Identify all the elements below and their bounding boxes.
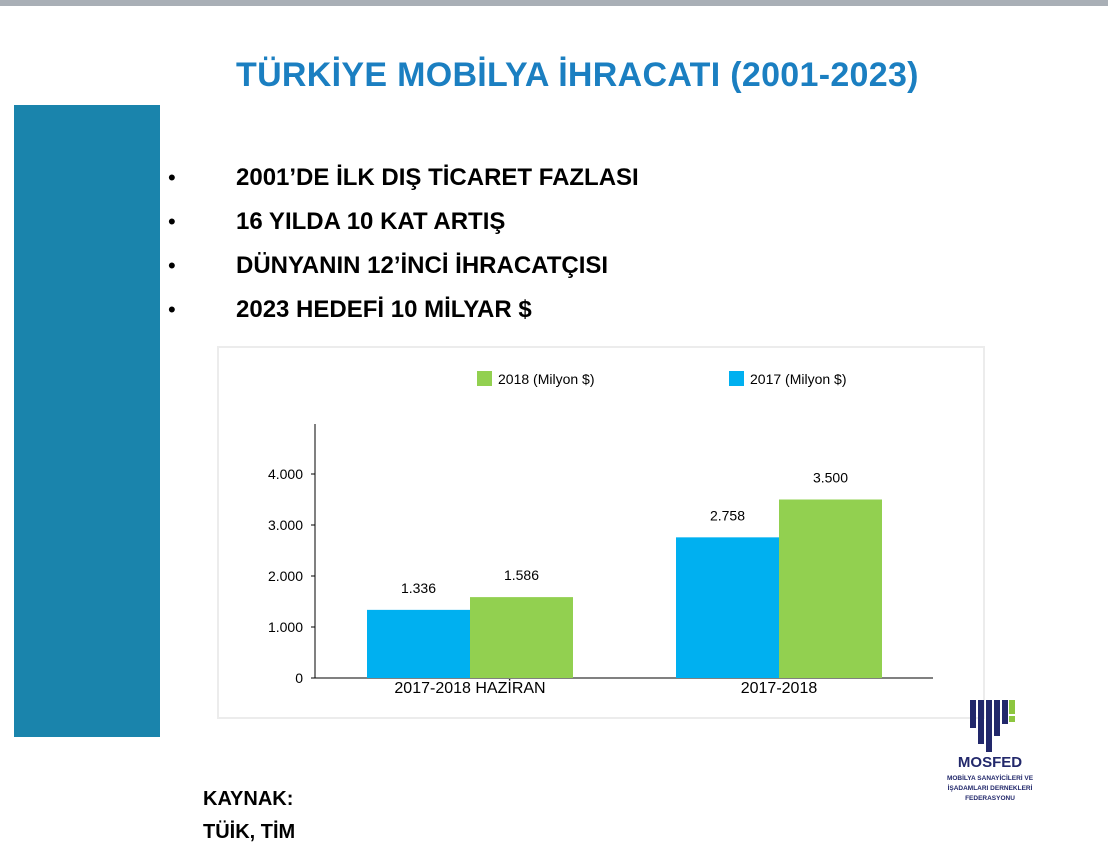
bullet-text: DÜNYANIN 12’İNCİ İHRACATÇISI	[236, 252, 609, 279]
source-value: TÜİK, TİM	[203, 821, 296, 843]
logo-subtitle-line: İŞADAMLARI DERNEKLERİ FEDERASYONU	[947, 785, 1033, 802]
logo-subtitle: MOBİLYA SANAYİCİLERİ VE İŞADAMLARI DERNE…	[930, 774, 1050, 804]
y-tick-label: 4.000	[268, 466, 303, 482]
data-label: 3.500	[813, 470, 848, 486]
bar-2018	[470, 597, 573, 678]
bullet-text: 2023 HEDEFİ 10 MİLYAR $	[236, 296, 532, 323]
mosfed-logo-mark-icon	[970, 700, 1015, 752]
y-tick-label: 1.000	[268, 619, 303, 635]
bar-2017	[676, 537, 779, 678]
source-block: KAYNAK: TÜİK, TİM	[203, 783, 295, 849]
export-bar-chart: 0 1.000 2.000 3.000 4.000 1.336 1.586 2017-2018…	[217, 346, 985, 719]
chart-canvas: 0 1.000 2.000 3.000 4.000 1.336 1.586 2017-2018…	[268, 371, 933, 697]
legend-label: 2017 (Milyon $)	[750, 371, 847, 387]
y-tick-label: 0	[295, 670, 303, 686]
y-tick-label: 2.000	[268, 568, 303, 584]
x-tick-label: 2017-2018 HAZİRAN	[394, 678, 545, 697]
bullet-dot-icon: •	[168, 209, 176, 234]
legend-swatch	[729, 371, 744, 386]
data-label: 1.336	[401, 580, 436, 596]
slide-title: TÜRKİYE MOBİLYA İHRACATI (2001-2023)	[236, 56, 919, 94]
x-tick-label: 2017-2018	[741, 680, 818, 697]
bullet-text: 16 YILDA 10 KAT ARTIŞ	[236, 208, 506, 235]
legend-swatch	[477, 371, 492, 386]
mosfed-logo: MOSFED MOBİLYA SANAYİCİLERİ VE İŞADAMLAR…	[930, 696, 1050, 806]
bullet-dot-icon: •	[168, 297, 176, 322]
y-tick-label: 3.000	[268, 517, 303, 533]
bullet-text: 2001’DE İLK DIŞ TİCARET FAZLASI	[236, 164, 639, 191]
side-accent-panel	[14, 105, 160, 737]
top-border-bar	[0, 0, 1108, 6]
bar-2017	[367, 609, 470, 678]
bullet-dot-icon: •	[168, 253, 176, 278]
data-label: 1.586	[504, 567, 539, 583]
data-label: 2.758	[710, 507, 745, 523]
bullet-dot-icon: •	[168, 165, 176, 190]
legend-label: 2018 (Milyon $)	[498, 371, 595, 387]
bar-2018	[779, 499, 882, 678]
source-label: KAYNAK:	[203, 788, 294, 810]
logo-name: MOSFED	[957, 754, 1023, 771]
logo-subtitle-line: MOBİLYA SANAYİCİLERİ VE	[946, 775, 1034, 782]
